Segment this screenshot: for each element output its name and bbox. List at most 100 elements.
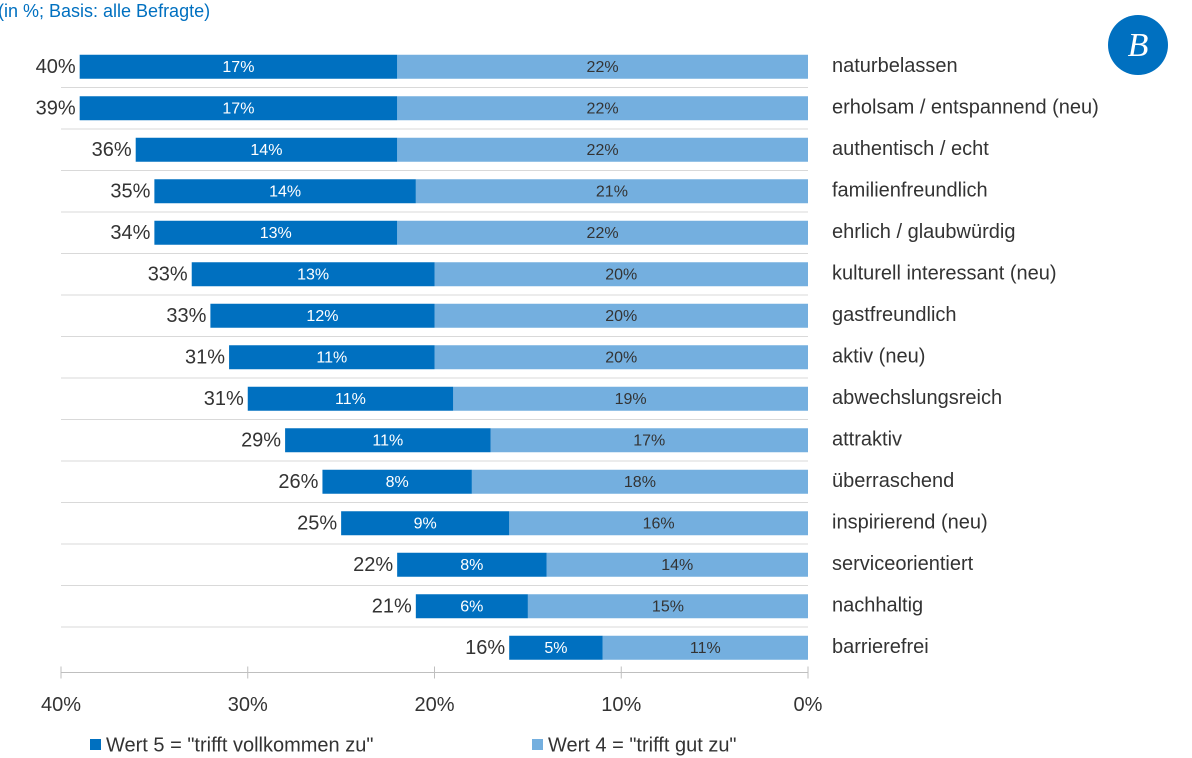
bar-segment xyxy=(154,220,398,245)
bar-segment xyxy=(285,428,491,453)
category-label: naturbelassen xyxy=(832,55,958,77)
total-label: 35% xyxy=(110,181,150,203)
value-label: 22% xyxy=(587,59,619,76)
bar-segment xyxy=(509,635,603,660)
total-label: 16% xyxy=(465,637,505,659)
category-label: ehrlich / glaubwürdig xyxy=(832,221,1015,243)
bar-segment xyxy=(415,179,808,204)
value-label: 6% xyxy=(460,598,483,615)
total-label: 39% xyxy=(36,98,76,120)
category-label: familienfreundlich xyxy=(832,180,988,202)
category-label: aktiv (neu) xyxy=(832,346,925,368)
x-tick-label: 30% xyxy=(228,694,268,716)
value-label: 14% xyxy=(661,557,693,574)
x-tick-label: 40% xyxy=(41,694,81,716)
bar-segment xyxy=(453,386,808,411)
category-label: serviceorientiert xyxy=(832,553,974,575)
bar-segment xyxy=(135,137,398,162)
bar-segment xyxy=(322,469,472,494)
category-label: attraktiv xyxy=(832,429,902,451)
value-label: 12% xyxy=(306,308,338,325)
bar-segment xyxy=(415,594,528,619)
value-label: 5% xyxy=(544,640,567,657)
total-label: 36% xyxy=(92,139,132,161)
total-label: 25% xyxy=(297,513,337,535)
value-label: 14% xyxy=(250,142,282,159)
legend-swatch xyxy=(90,739,101,750)
total-label: 33% xyxy=(148,264,188,286)
subtitle: (in %; Basis: alle Befragte) xyxy=(0,1,210,21)
category-label: barrierefrei xyxy=(832,636,929,658)
value-label: 8% xyxy=(460,557,483,574)
bar-segment xyxy=(154,179,416,204)
value-label: 17% xyxy=(222,100,254,117)
bar-segment xyxy=(79,54,398,79)
value-label: 11% xyxy=(690,640,721,657)
bar-segment xyxy=(546,552,808,577)
category-label: erholsam / entspannend (neu) xyxy=(832,97,1099,119)
bar-segment xyxy=(210,303,435,328)
bar-segment xyxy=(247,386,454,411)
value-label: 19% xyxy=(615,391,647,408)
total-label: 29% xyxy=(241,430,281,452)
x-tick-label: 20% xyxy=(414,694,454,716)
category-label: überraschend xyxy=(832,470,954,492)
value-label: 20% xyxy=(605,349,637,366)
logo: B xyxy=(1108,15,1168,75)
value-label: 22% xyxy=(587,142,619,159)
total-label: 34% xyxy=(110,222,150,244)
total-label: 21% xyxy=(372,596,412,618)
total-label: 33% xyxy=(166,305,206,327)
value-label: 18% xyxy=(624,474,656,491)
category-label: nachhaltig xyxy=(832,595,923,617)
bar-segment xyxy=(397,552,547,577)
total-label: 31% xyxy=(185,347,225,369)
x-tick-label: 0% xyxy=(794,694,823,716)
category-label: inspirierend (neu) xyxy=(832,512,988,534)
value-label: 17% xyxy=(633,432,665,449)
bar-segment xyxy=(191,262,435,287)
value-label: 20% xyxy=(605,266,637,283)
value-label: 8% xyxy=(386,474,409,491)
value-label: 11% xyxy=(335,391,366,408)
category-label: abwechslungsreich xyxy=(832,387,1002,409)
bar-segment xyxy=(434,262,808,287)
svg-text:B: B xyxy=(1128,27,1149,64)
bar-segment xyxy=(602,635,808,660)
value-label: 20% xyxy=(605,308,637,325)
total-label: 31% xyxy=(204,388,244,410)
value-label: 13% xyxy=(260,225,292,242)
total-label: 26% xyxy=(278,471,318,493)
total-label: 22% xyxy=(353,554,393,576)
category-label: authentisch / echt xyxy=(832,138,989,160)
total-label: 40% xyxy=(36,56,76,78)
bar-segment xyxy=(397,137,808,162)
value-label: 11% xyxy=(372,432,403,449)
value-label: 13% xyxy=(297,266,329,283)
bar-segment xyxy=(341,511,510,536)
bar-segment xyxy=(471,469,808,494)
bar-segment xyxy=(79,96,398,121)
bar-segment xyxy=(397,220,808,245)
value-label: 22% xyxy=(587,225,619,242)
legend-label: Wert 5 = "trifft vollkommen zu" xyxy=(106,734,373,756)
bar-segment xyxy=(490,428,808,453)
value-label: 15% xyxy=(652,598,684,615)
category-label: gastfreundlich xyxy=(832,304,957,326)
legend-label: Wert 4 = "trifft gut zu" xyxy=(548,734,737,756)
value-label: 11% xyxy=(316,349,347,366)
value-label: 22% xyxy=(587,100,619,117)
value-label: 16% xyxy=(643,515,675,532)
bar-segment xyxy=(397,96,808,121)
bar-segment xyxy=(509,511,808,536)
value-label: 21% xyxy=(596,183,628,200)
bar-segment xyxy=(434,345,808,370)
bar-segment xyxy=(229,345,435,370)
x-tick-label: 10% xyxy=(601,694,641,716)
category-label: kulturell interessant (neu) xyxy=(832,263,1057,285)
value-label: 14% xyxy=(269,183,301,200)
bar-segment xyxy=(397,54,808,79)
bar-segment xyxy=(527,594,808,619)
value-label: 9% xyxy=(414,515,437,532)
